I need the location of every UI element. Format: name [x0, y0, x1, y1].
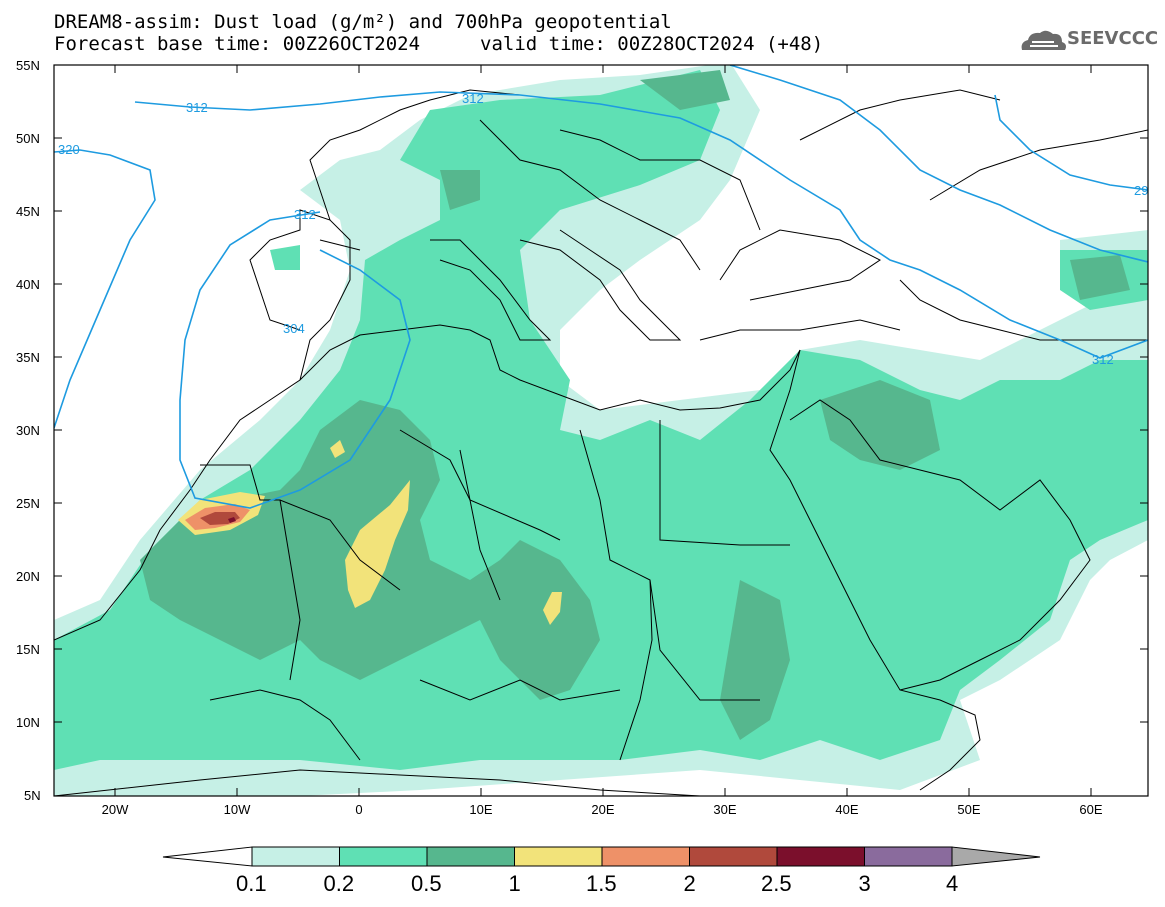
lon-label: 0 [355, 802, 362, 817]
colorbar-low-arrow [162, 846, 253, 867]
lat-label: 50N [16, 131, 40, 146]
lat-label: 35N [16, 350, 40, 365]
colorbar-swatch [776, 846, 865, 867]
colorbar-swatch [601, 846, 690, 867]
lat-label: 10N [16, 715, 40, 730]
contour-label: 29 [1134, 183, 1148, 198]
longitude-labels: 20W 10W 0 10E 20E 30E 40E 50E 60E [102, 802, 1103, 817]
colorbar-label: 4 [946, 871, 959, 896]
lat-label: 25N [16, 496, 40, 511]
geopotential-contours [54, 65, 1148, 509]
lat-label: 5N [24, 788, 41, 803]
base-time: Forecast base time: 00Z26OCT2024 [54, 33, 421, 55]
colorbar-swatch [251, 846, 340, 867]
contour-label: 312 [1092, 352, 1114, 367]
lon-label: 50E [957, 802, 980, 817]
cloud-icon [1021, 30, 1066, 50]
colorbar-swatch [689, 846, 778, 867]
colorbar-label: 0.1 [236, 871, 267, 896]
lon-label: 30E [713, 802, 736, 817]
colorbar-label: 2 [683, 871, 696, 896]
lat-label: 20N [16, 569, 40, 584]
contour-labels: 312 312 320 312 304 312 29 [58, 91, 1148, 367]
contour-label: 312 [294, 207, 316, 222]
colorbar-label: 0.5 [411, 871, 442, 896]
logo-text: SEEVCCC [1067, 28, 1159, 49]
axis-ticks [54, 64, 1148, 796]
lat-label: 45N [16, 204, 40, 219]
chart-title: DREAM8-assim: Dust load (g/m²) and 700hP… [54, 11, 672, 33]
colorbar-label: 1 [508, 871, 521, 896]
valid-time: valid time: 00Z28OCT2024 (+48) [480, 33, 824, 55]
colorbar-label: 3 [858, 871, 871, 896]
coastlines [54, 89, 1148, 796]
contour-label: 304 [283, 321, 305, 336]
lon-label: 40E [835, 802, 858, 817]
lon-label: 60E [1079, 802, 1102, 817]
lat-label: 55N [16, 58, 40, 73]
lon-label: 20W [102, 802, 129, 817]
colorbar-swatch [514, 846, 603, 867]
latitude-labels: 55N 50N 45N 40N 35N 30N 25N 20N 15N 10N … [16, 58, 41, 803]
lat-label: 30N [16, 423, 40, 438]
lon-label: 10E [469, 802, 492, 817]
lon-label: 10W [224, 802, 251, 817]
contour-label: 320 [58, 142, 80, 157]
lat-label: 15N [16, 642, 40, 657]
colorbar-high-arrow [951, 846, 1041, 867]
colorbar-label: 1.5 [586, 871, 617, 896]
lat-label: 40N [16, 277, 40, 292]
lon-label: 20E [591, 802, 614, 817]
colorbar-label: 0.2 [323, 871, 355, 896]
colorbar-swatch [339, 846, 428, 867]
colorbar-label: 2.5 [761, 871, 792, 896]
dust-shading [54, 65, 1148, 796]
colorbar [162, 846, 1041, 867]
colorbar-swatch [426, 846, 515, 867]
contour-label: 312 [462, 91, 484, 106]
colorbar-swatch [864, 846, 953, 867]
contour-label: 312 [186, 100, 208, 115]
